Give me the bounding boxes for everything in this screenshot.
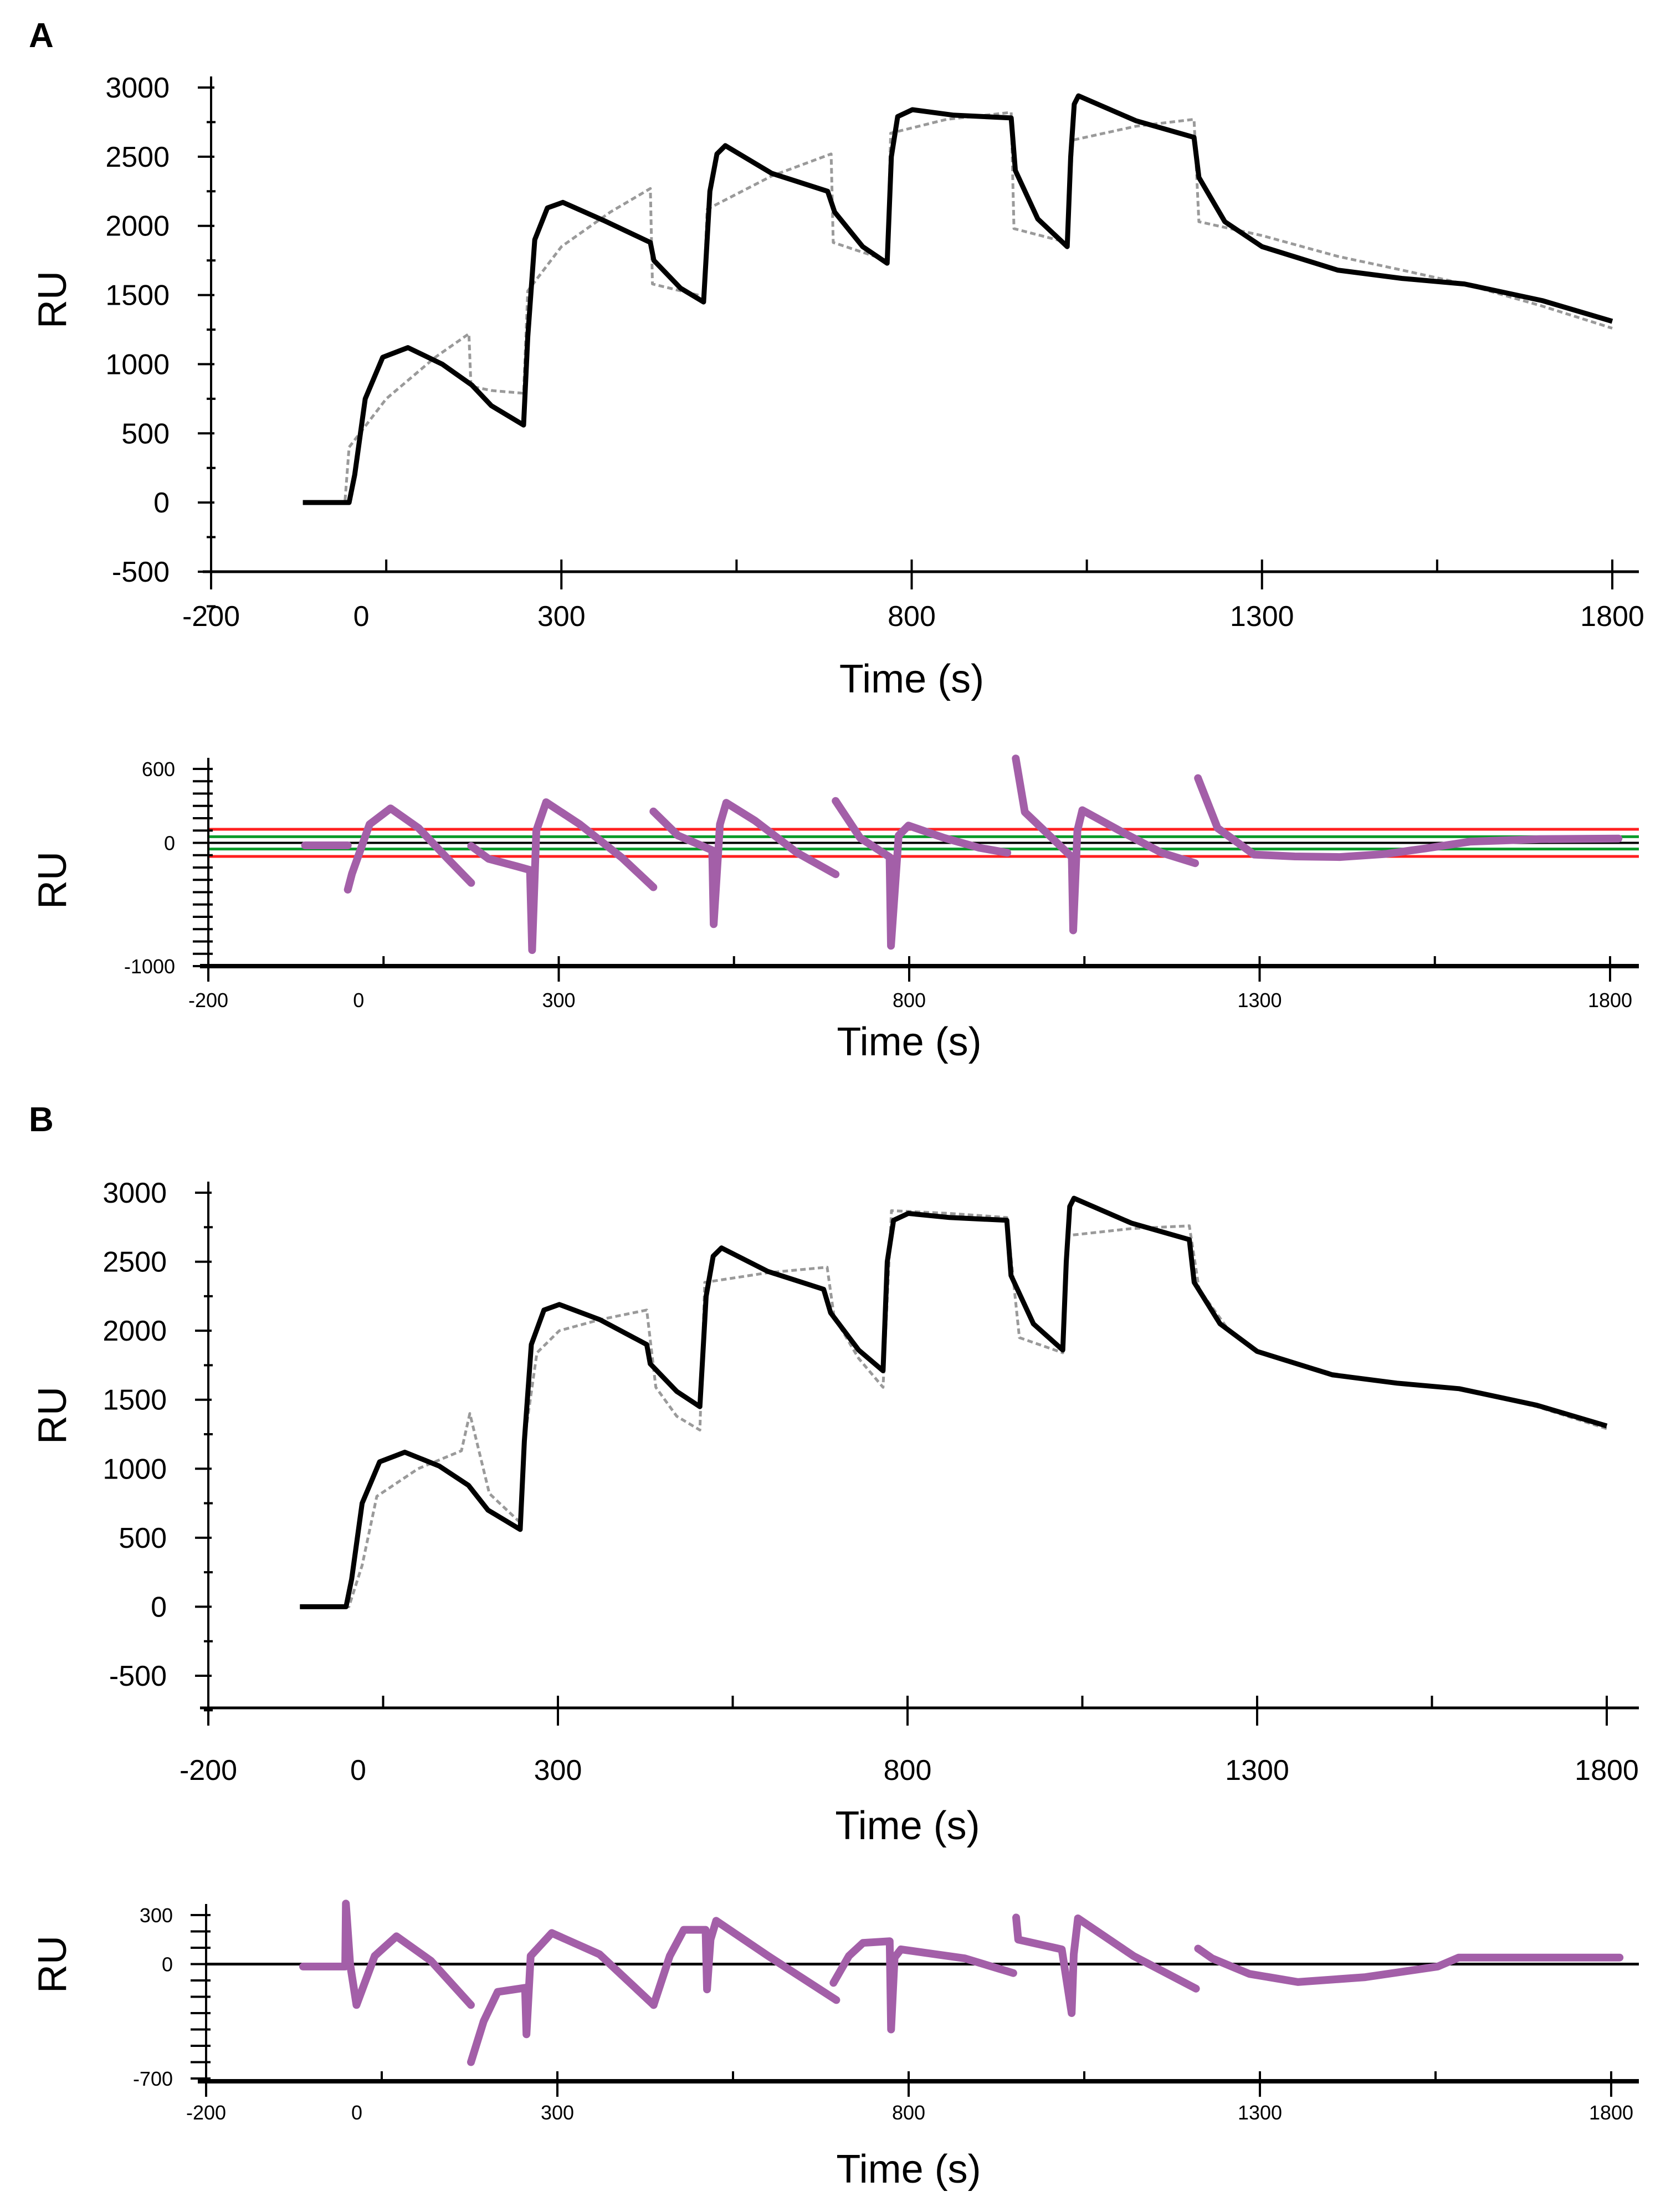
residual-segment: [832, 797, 1012, 950]
fit-curve: [303, 111, 1613, 504]
y-tick-label: 1500: [105, 280, 170, 312]
y-tick-label: -1000: [124, 955, 175, 978]
y-tick-label: 1000: [102, 1453, 167, 1485]
x-tick-label: 0: [353, 601, 370, 633]
residual-segment: [299, 1900, 475, 2009]
y-tick-label: -700: [133, 2067, 173, 2090]
data-curve: [303, 93, 1613, 505]
x-tick-label: 800: [893, 989, 926, 1012]
y-tick-label: 500: [119, 1522, 167, 1554]
x-tick-label: 300: [542, 989, 575, 1012]
residual-segment: [467, 798, 658, 954]
y-axis-title: RU: [30, 1936, 75, 1993]
panel-a-sensorgram: -200 0 300 800 1300 1800-50005001000150020002…: [30, 72, 1644, 701]
x-axis-title: Time (s): [837, 1020, 981, 1064]
y-tick-label: -500: [109, 1660, 167, 1692]
x-tick-label: 1300: [1237, 989, 1282, 1012]
x-tick-label: 300: [534, 1754, 582, 1787]
panel-a-residuals: -200 0 300 800 1300 1800 600 0 -1000 Time (s) RU: [30, 755, 1639, 1064]
x-tick-label: 1800: [1589, 2101, 1633, 2124]
y-tick-label: -500: [112, 556, 170, 588]
residual-segment: [344, 804, 475, 894]
x-tick-label: -200: [180, 1754, 237, 1787]
x-tick-label: 300: [541, 2101, 574, 2124]
residual-segment: [649, 799, 840, 928]
x-tick-label: 800: [892, 2101, 925, 2124]
y-axis-title: RU: [30, 851, 75, 909]
x-tick-label: 0: [351, 2101, 362, 2124]
panel-label-a: A: [29, 17, 54, 55]
x-axis-title: Time (s): [839, 657, 984, 701]
y-tick-label: 2500: [105, 141, 170, 173]
y-tick-label: 0: [162, 1953, 173, 1976]
x-tick-label: 1800: [1575, 1754, 1639, 1787]
y-tick-label: 0: [153, 487, 170, 519]
y-tick-label: 2500: [102, 1246, 167, 1279]
panel-b-residuals: -200 0 300 800 1300 1800 300 0 -700 Time (s) RU: [30, 1900, 1639, 2192]
y-tick-label: 2000: [102, 1315, 167, 1347]
x-tick-label: 1300: [1225, 1754, 1289, 1787]
y-tick-label: 0: [164, 832, 175, 855]
y-tick-label: 1500: [102, 1384, 167, 1416]
residual-segment: [829, 1937, 1017, 2034]
residual-segment: [1194, 774, 1623, 861]
x-axis-title: Time (s): [835, 1804, 980, 1848]
x-tick-label: 1300: [1238, 2101, 1282, 2124]
x-tick-label: -200: [188, 989, 228, 1012]
y-tick-label: 3000: [102, 1177, 167, 1209]
residual-segment: [467, 1929, 658, 2066]
x-axis-title: Time (s): [836, 2147, 981, 2192]
y-tick-label: 500: [121, 418, 170, 450]
y-axis-title: RU: [30, 1387, 75, 1444]
x-tick-label: 800: [884, 1754, 932, 1787]
x-tick-label: 1800: [1588, 989, 1632, 1012]
x-tick-label: 0: [353, 989, 364, 1012]
x-tick-label: 800: [888, 601, 936, 633]
residual-segment: [1012, 755, 1200, 935]
y-tick-label: 3000: [105, 72, 170, 104]
y-tick-label: 0: [151, 1591, 167, 1623]
residual-segment: [1194, 1944, 1624, 1986]
residual-segment: [1012, 1913, 1200, 2017]
fit-curve: [300, 1209, 1607, 1608]
y-tick-label: 2000: [105, 211, 170, 243]
data-curve: [300, 1195, 1608, 1609]
y-axis-title: RU: [30, 271, 75, 329]
y-tick-label: 300: [140, 1904, 173, 1927]
x-tick-label: 0: [350, 1754, 366, 1787]
y-tick-label: 1000: [105, 348, 170, 381]
residual-segment: [649, 1917, 840, 2009]
x-tick-label: 300: [537, 601, 586, 633]
panel-label-b: B: [29, 1101, 54, 1139]
panel-b-sensorgram: -200 0 300 800 1300 1800 -500 0 500 1000 1500 2000 2…: [30, 1177, 1639, 1848]
y-tick-label: 600: [142, 758, 175, 781]
x-tick-label: 1300: [1230, 601, 1294, 633]
x-tick-label: 1800: [1580, 601, 1644, 633]
x-tick-label: -200: [186, 2101, 226, 2124]
